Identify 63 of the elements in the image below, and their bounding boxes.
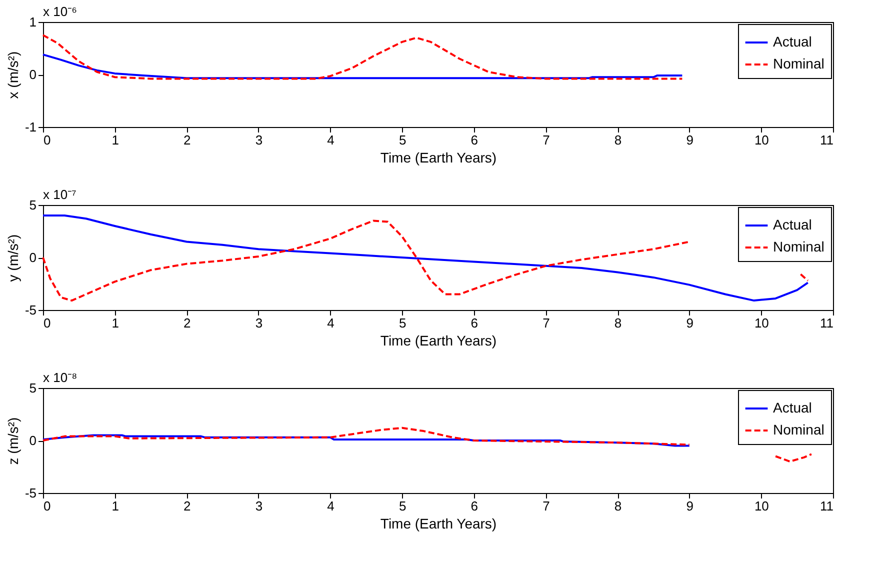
y-axis-title: y (m/s²): [4, 234, 21, 282]
legend-label: Actual: [773, 216, 812, 232]
x-tick-label: 3: [255, 316, 263, 330]
x-tick-label: 4: [327, 498, 334, 514]
x-tick-label: 0: [44, 132, 51, 148]
y-tick-label: -1: [24, 120, 36, 134]
y-axis-title: z (m/s²): [4, 417, 21, 465]
x-tick-label: 7: [542, 132, 550, 148]
legend-label: Nominal: [773, 56, 824, 72]
y-tick-label: -5: [24, 486, 36, 500]
x-tick-label: 3: [255, 132, 263, 148]
x-tick-label: 2: [184, 498, 191, 514]
x-tick-label: 4: [327, 132, 334, 148]
text: x 10⁻⁸: [43, 370, 78, 385]
legend-label: Actual: [773, 34, 812, 50]
x-tick-label: 5: [398, 498, 406, 514]
x-tick-label: 1: [112, 316, 119, 330]
y-tick-label: 0: [29, 433, 36, 448]
text: x 10⁻⁷: [43, 187, 77, 202]
y-tick-label: 5: [29, 380, 36, 396]
y-tick-label: 1: [29, 14, 36, 30]
y-tick-label: -5: [24, 302, 36, 318]
x-tick-label: 11: [820, 316, 834, 330]
x-tick-label: 10: [754, 316, 769, 330]
x-axis-title: Time (Earth Years): [380, 150, 497, 166]
x-tick-label: 5: [398, 316, 406, 330]
line-series: [42, 434, 690, 447]
x-tick-label: 11: [820, 498, 834, 514]
x-tick-label: 1: [112, 132, 119, 148]
x-tick-label: 10: [754, 132, 769, 148]
x-tick-label: 11: [820, 132, 834, 148]
x-tick-label: 9: [686, 316, 694, 330]
x-tick-label: 8: [614, 132, 622, 148]
legend-label: Nominal: [773, 238, 824, 254]
line-series: [42, 34, 684, 80]
x-axis-title: Time (Earth Years): [380, 332, 497, 348]
text: x 10⁻⁶: [43, 4, 77, 19]
x-tick-label: 5: [398, 132, 406, 148]
x-tick-label: 7: [542, 498, 550, 514]
x-tick-label: 0: [44, 498, 51, 514]
y-tick-label: 5: [29, 198, 36, 212]
x-tick-label: 1: [112, 498, 119, 514]
x-tick-label: 6: [470, 498, 478, 514]
x-tick-label: 3: [255, 498, 263, 514]
x-tick-label: 2: [184, 132, 191, 148]
y-tick-label: 0: [29, 67, 36, 82]
line-series: [42, 54, 684, 80]
x-tick-label: 6: [470, 132, 478, 148]
y-tick-label: 0: [29, 250, 36, 265]
x-tick-label: 6: [470, 316, 478, 330]
x-tick-label: 2: [184, 316, 191, 330]
x-tick-label: 9: [686, 498, 694, 514]
x-tick-label: 8: [614, 316, 622, 330]
x-tick-label: 4: [327, 316, 334, 330]
x-tick-label: 9: [686, 132, 694, 148]
legend-label: Nominal: [773, 422, 824, 438]
x-tick-label: 8: [614, 498, 622, 514]
x-axis-title: Time (Earth Years): [380, 516, 497, 532]
x-tick-label: 0: [44, 316, 51, 330]
x-tick-label: 7: [542, 316, 550, 330]
y-axis-title: x (m/s²): [4, 51, 21, 99]
x-tick-label: 10: [754, 498, 769, 514]
legend-label: Actual: [773, 400, 812, 416]
